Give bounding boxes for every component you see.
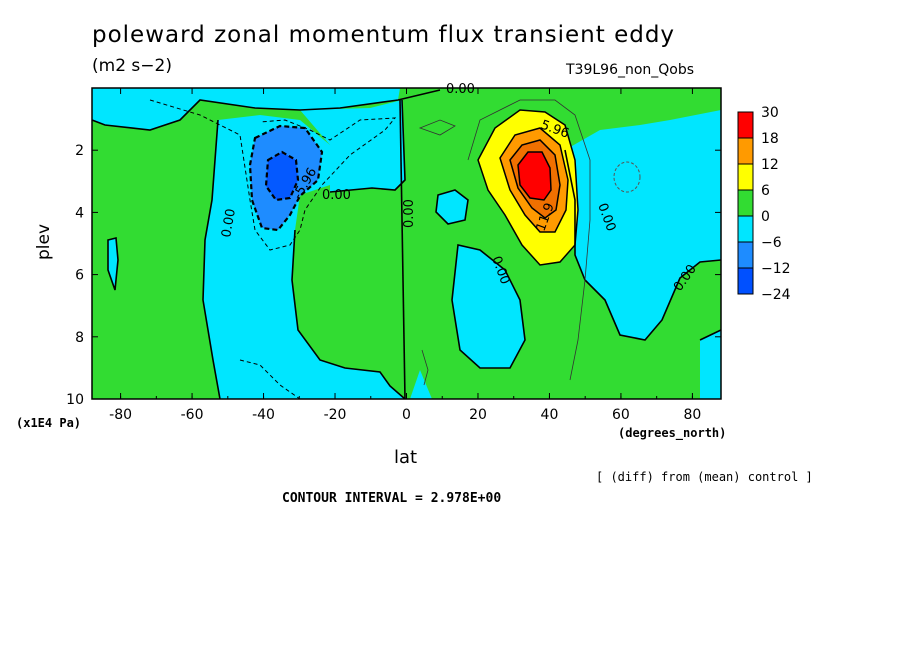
neg-region-upper-band (300, 100, 405, 192)
colorbar-label: −6 (761, 235, 782, 251)
x-tick-label: 60 (612, 407, 630, 423)
colorbar-swatch (737, 267, 754, 295)
colorbar-swatch (737, 137, 754, 165)
x-tick-label: 40 (541, 407, 559, 423)
x-tick-label: 20 (469, 407, 487, 423)
colorbar-label: −24 (761, 287, 791, 303)
x-tick-label: 0 (402, 407, 411, 423)
colorbar-swatch (737, 189, 754, 217)
colorbar-swatch (737, 241, 754, 269)
axis-ticks: -80 -60 -40 -20 0 20 40 60 80 2 4 6 8 10 (66, 88, 721, 423)
dashed-contours (149, 99, 397, 399)
zero-contours (92, 89, 721, 399)
colorbar-label: 6 (761, 183, 770, 199)
contour-label-zero-4: 0.00 (402, 199, 417, 228)
colorbar-label: 18 (761, 131, 779, 147)
colorbar-swatch (737, 163, 754, 191)
x-tick-label: -40 (252, 407, 275, 423)
y-tick-label: 2 (75, 143, 84, 159)
diff-note: [ (diff) from (mean) control ] (596, 470, 813, 484)
chart-units: (m2 s−2) (92, 56, 172, 76)
chart-title: poleward zonal momentum flux transient e… (92, 22, 676, 48)
thin-contours (418, 99, 591, 386)
x-axis-label: lat (394, 447, 418, 468)
neg-region-eq-bottom (410, 370, 432, 399)
plot-area (92, 88, 721, 399)
colorbar-label: 30 (761, 105, 779, 121)
y-tick-label: 8 (75, 330, 84, 346)
run-label: T39L96_non_Qobs (566, 62, 695, 78)
colorbar-label: 12 (761, 157, 779, 173)
colorbar-swatch (737, 111, 754, 139)
contour-label-zero-1: 0.00 (446, 82, 475, 97)
neg-region-blob-small (436, 190, 468, 224)
colorbar-swatch (737, 215, 754, 243)
y-tick-label: 4 (75, 205, 84, 221)
y-tick-label: 10 (66, 392, 84, 408)
x-tick-label: -60 (181, 407, 204, 423)
neg-region-right-bottom (700, 330, 721, 399)
neg-region-right (565, 110, 721, 340)
neg-min-inner (266, 152, 298, 200)
colorbar: 30 18 12 6 0 −6 −12 −24 (737, 105, 791, 303)
colorbar-label: 0 (761, 209, 770, 225)
y-tick-label: 6 (75, 268, 84, 284)
colorbar-label: −12 (761, 261, 791, 277)
y-axis-unit: (x1E4 Pa) (16, 416, 82, 430)
contour-label-zero-2: 0.00 (322, 188, 351, 203)
neg-region-mid-low (452, 245, 525, 368)
x-tick-label: -20 (324, 407, 347, 423)
x-tick-label: 80 (683, 407, 701, 423)
pos-max-red (518, 152, 551, 200)
pos-max-contours (477, 109, 579, 266)
contour-label-zero-3: 0.00 (219, 208, 239, 239)
contour-interval: CONTOUR INTERVAL = 2.978E+00 (282, 491, 502, 506)
x-axis-unit: (degrees_north) (618, 426, 727, 440)
neg-ring-right (613, 161, 641, 193)
x-tick-label: -80 (109, 407, 132, 423)
neg-region-top-left (92, 88, 400, 130)
neg-min-contour (248, 124, 324, 232)
